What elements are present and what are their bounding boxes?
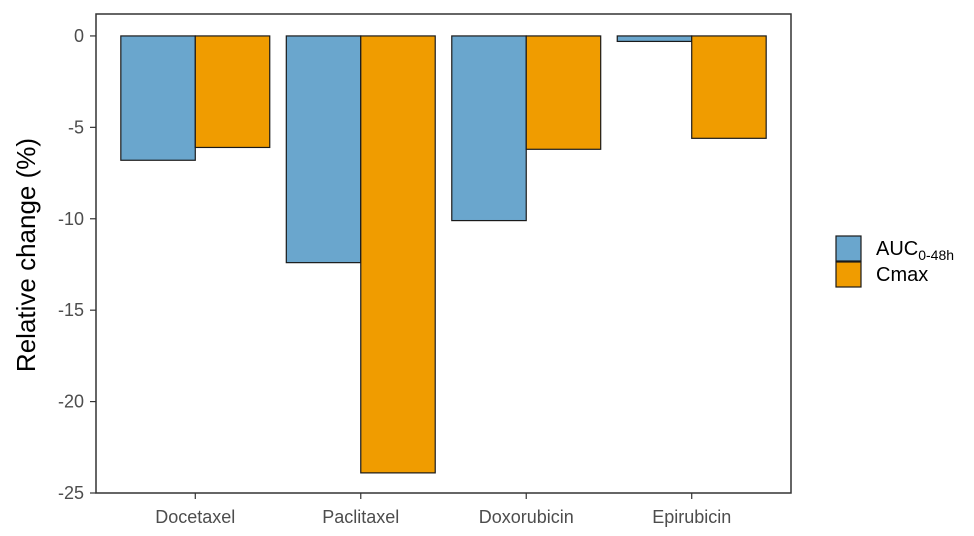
legend-label-cmax: Cmax [876,264,928,286]
bar-auc-docetaxel [120,35,196,161]
y-tick-label: -20 [58,392,84,412]
legend-key-auc [835,235,862,262]
y-tick-label: 0 [74,26,84,46]
bar-auc-paclitaxel [285,35,362,264]
y-tick-label: -10 [58,209,84,229]
x-tick-label: Epirubicin [652,507,731,527]
bar-cmax-paclitaxel [360,35,436,474]
bar-cmax-docetaxel [194,35,271,149]
y-tick-label: -25 [58,483,84,503]
bar-auc-epirubicin [616,35,693,43]
bar-cmax-epirubicin [691,35,767,139]
x-tick-label: Docetaxel [155,507,235,527]
bar-cmax-doxorubicin [525,35,602,150]
y-tick-label: -5 [68,117,84,137]
y-axis-title: Relative change (%) [11,138,41,372]
bar-auc-doxorubicin [451,35,527,222]
y-tick-label: -15 [58,300,84,320]
plot-panel-border [95,13,792,494]
bars-layer [120,35,767,474]
axes-layer: Docetaxel Paclitaxel Doxorubicin Epirubicin… [58,26,731,527]
legend-key-cmax [835,261,862,288]
legend-label-auc: AUC0-48h [876,238,954,263]
x-tick-label: Paclitaxel [322,507,399,527]
x-tick-label: Doxorubicin [479,507,574,527]
